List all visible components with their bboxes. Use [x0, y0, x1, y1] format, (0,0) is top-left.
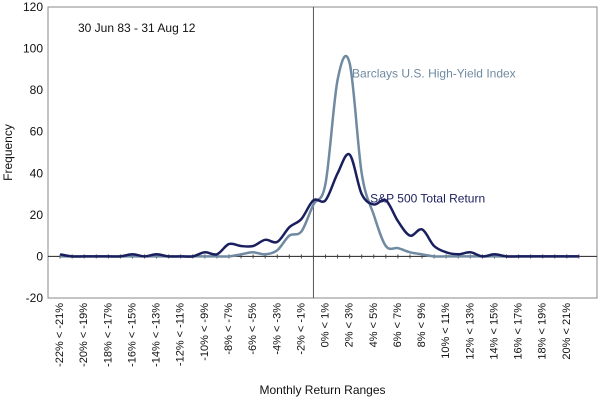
- x-axis-title: Monthly Return Ranges: [259, 383, 385, 397]
- x-tick-label: 16% < 17%: [513, 303, 525, 360]
- x-tick-label: -8% < -7%: [223, 303, 235, 355]
- x-tick-label: -22% < -21%: [54, 303, 66, 367]
- y-tick-label: 60: [30, 125, 44, 139]
- x-tick-label: -6% < -5%: [247, 303, 259, 355]
- x-tick-label: 8% < 9%: [416, 303, 428, 348]
- y-tick-label: 0: [36, 249, 43, 263]
- x-tick-label: -2% < -1%: [295, 303, 307, 355]
- y-tick-label: 20: [30, 208, 44, 222]
- y-tick-label: 40: [30, 166, 44, 180]
- series-line-0: [60, 54, 579, 258]
- plot-area: [47, 6, 598, 299]
- x-tick-label: -4% < -3%: [271, 303, 283, 355]
- y-tick-label: 100: [23, 42, 43, 56]
- x-tick-label: -16% < -15%: [126, 303, 138, 367]
- date-range-annotation: 30 Jun 83 - 31 Aug 12: [78, 21, 196, 35]
- x-tick-label: -18% < -17%: [102, 303, 114, 367]
- x-tick-label: -20% < -19%: [78, 303, 90, 367]
- x-tick-label: 14% < 15%: [488, 303, 500, 360]
- x-tick-label: 4% < 5%: [368, 303, 380, 348]
- series-label-1: S&P 500 Total Return: [370, 191, 485, 205]
- x-tick-label: -14% < -13%: [151, 303, 163, 367]
- x-tick-label: -12% < -11%: [175, 303, 187, 366]
- y-axis-title: Frequency: [1, 124, 15, 181]
- x-tick-label: 6% < 7%: [392, 303, 404, 348]
- y-tick-label: 120: [23, 0, 43, 14]
- x-tick-label: 2% < 3%: [344, 303, 356, 348]
- x-tick-label: 20% < 21%: [561, 303, 573, 360]
- series-label-0: Barclays U.S. High-Yield Index: [352, 67, 516, 81]
- x-tick-label: 10% < 11%: [440, 303, 452, 359]
- series-line-1: [59, 152, 579, 258]
- y-tick-label: -20: [26, 291, 44, 305]
- x-tick-label: 0% < 1%: [320, 303, 332, 348]
- x-tick-label: 12% < 13%: [464, 303, 476, 360]
- x-tick-label: 18% < 19%: [537, 303, 549, 360]
- y-tick-label: 80: [30, 83, 44, 97]
- x-tick-label: -10% < -9%: [199, 303, 211, 361]
